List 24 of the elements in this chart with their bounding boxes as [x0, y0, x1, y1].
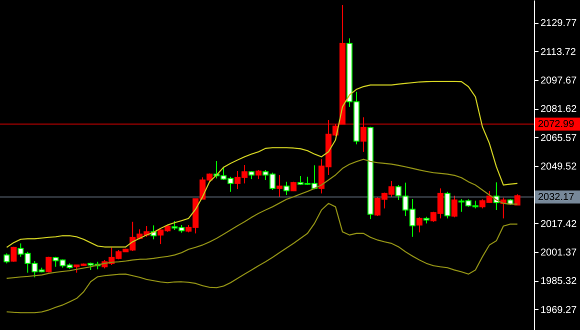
candlestick	[10, 246, 17, 262]
y-tick-label: 2049.52	[540, 162, 578, 173]
candlestick	[416, 216, 422, 233]
y-tick-label: 2113.72	[540, 46, 576, 58]
y-tick-label: 2017.42	[540, 218, 578, 230]
candlestick	[451, 195, 458, 218]
y-tick-label: 2081.62	[540, 104, 578, 116]
y-tick-label: 2129.77	[540, 18, 578, 30]
ref-line-label: 2032.17	[538, 192, 575, 204]
candlestick	[284, 181, 290, 196]
candlestick	[46, 256, 52, 273]
y-tick-label: 2097.67	[540, 76, 578, 87]
line-series	[6, 202, 518, 314]
y-tick-label: 1985.32	[540, 276, 578, 288]
candlestick	[256, 170, 262, 180]
candlestick	[360, 116, 366, 152]
y-tick-label: 2065.57	[540, 132, 578, 144]
ref-line-label: 2072.99	[538, 119, 575, 130]
candlestick	[276, 174, 283, 198]
candlestick	[4, 252, 10, 264]
y-tick-label: 1969.27	[540, 304, 578, 316]
candlestick	[444, 191, 450, 219]
y-tick-label: 2001.37	[540, 248, 578, 259]
line-series	[6, 158, 518, 279]
